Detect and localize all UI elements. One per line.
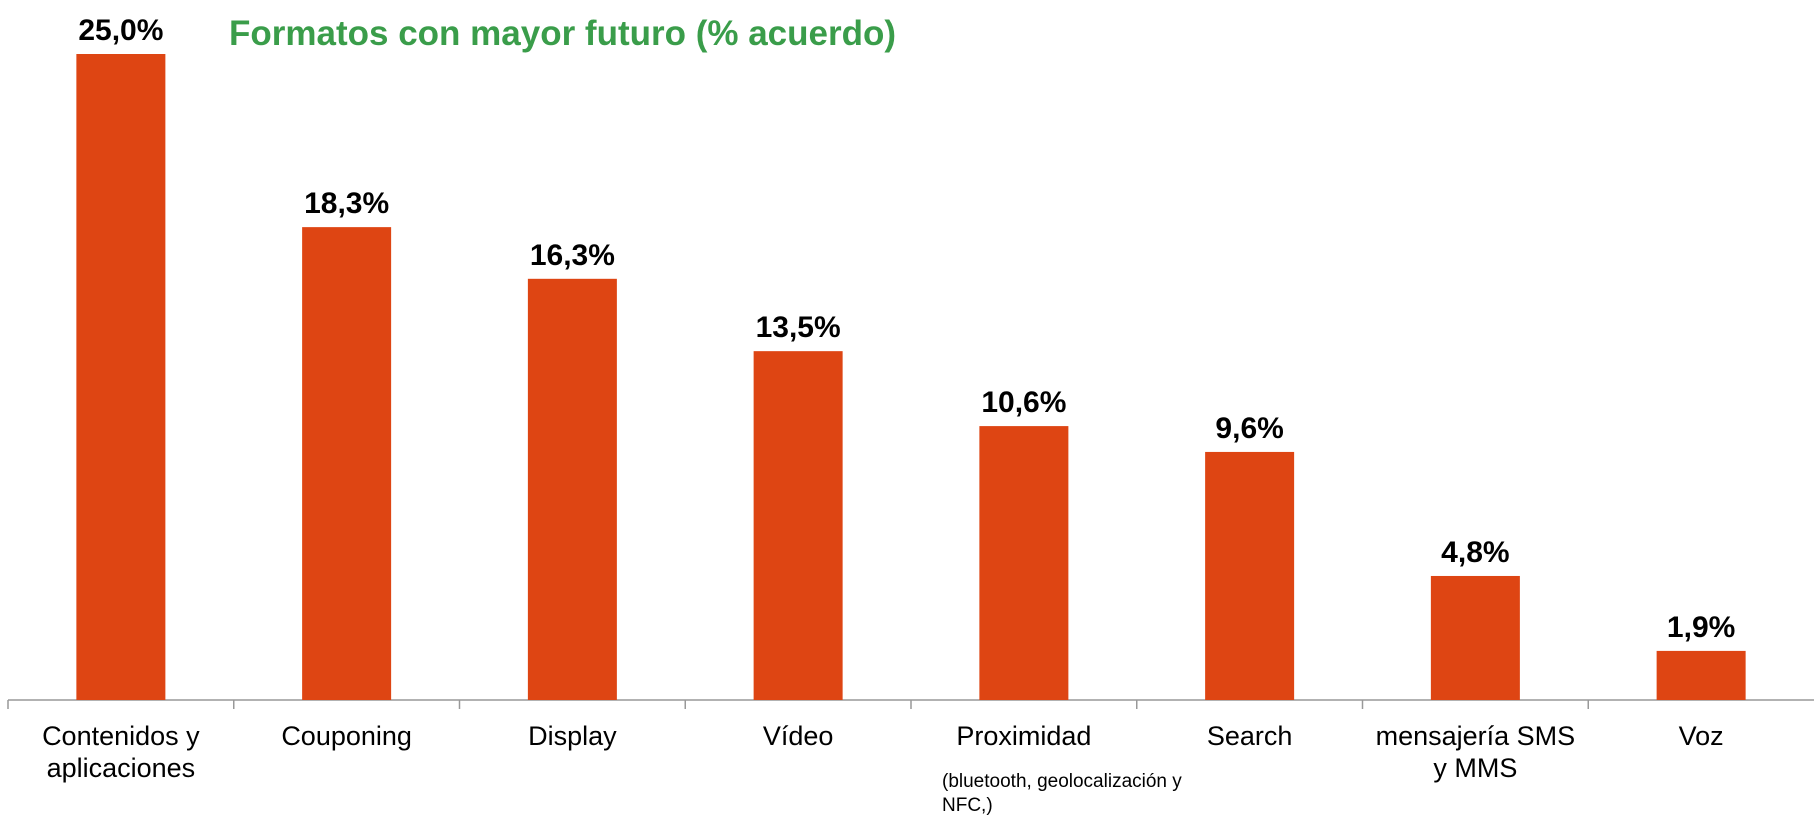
annotation: (bluetooth, geolocalización y NFC,) [942,771,1182,816]
x-tick-label: Proximidad [956,721,1092,751]
x-tick-label: Search [1206,721,1293,751]
bar [527,278,617,700]
value-label: 18,3% [304,187,389,220]
value-label: 13,5% [756,311,841,344]
x-tick-label: Couponing [281,721,412,751]
value-label: 25,0% [78,14,163,47]
x-tick-label: Voz [1678,721,1724,751]
bar [76,54,166,700]
x-tick-label: Display [528,721,617,751]
bar [302,227,392,701]
x-tick-label: Contenidos y aplicaciones [42,721,200,783]
x-tick-label: mensajería SMS y MMS [1375,721,1576,783]
value-label: 9,6% [1215,412,1283,445]
value-label: 16,3% [530,239,615,272]
bar [1205,451,1295,700]
value-label: 1,9% [1667,611,1735,644]
x-tick-label: Vídeo [762,721,834,751]
bar [1656,650,1746,700]
bar [1430,575,1520,700]
bar [979,426,1069,700]
chart-title: Formatos con mayor futuro (% acuerdo) [229,14,897,53]
bar [753,351,843,700]
value-label: 4,8% [1441,536,1509,569]
value-label: 10,6% [981,386,1066,419]
